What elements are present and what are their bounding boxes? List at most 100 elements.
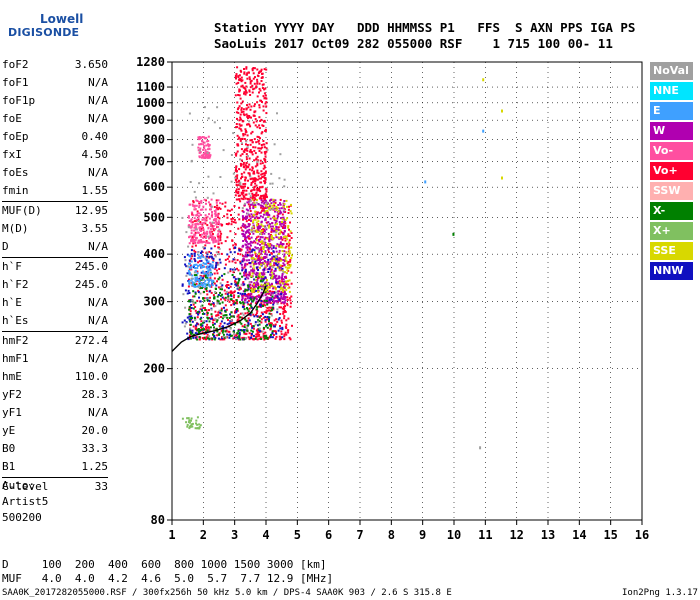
echo-point bbox=[253, 105, 256, 108]
echo-point bbox=[249, 178, 252, 181]
echo-point bbox=[205, 337, 208, 340]
echo-point bbox=[235, 168, 237, 171]
echo-point bbox=[279, 153, 282, 156]
echo-point bbox=[245, 161, 248, 164]
echo-point bbox=[224, 263, 227, 266]
echo-point bbox=[194, 319, 197, 321]
echo-point bbox=[251, 226, 254, 229]
echo-point bbox=[238, 168, 241, 171]
echo-point bbox=[245, 259, 248, 262]
echo-point bbox=[182, 293, 185, 296]
echo-point bbox=[198, 332, 200, 335]
echo-point bbox=[270, 292, 273, 295]
echo-point bbox=[275, 260, 278, 263]
echo-point bbox=[189, 181, 192, 183]
echo-point bbox=[254, 118, 257, 121]
echo-point bbox=[248, 233, 251, 235]
echo-point bbox=[263, 143, 266, 146]
echo-point bbox=[276, 207, 279, 209]
echo-point bbox=[235, 154, 238, 157]
echo-point bbox=[252, 290, 255, 293]
echo-point bbox=[220, 242, 223, 245]
echo-point bbox=[282, 305, 285, 308]
echo-point bbox=[238, 74, 241, 77]
echo-point bbox=[264, 261, 267, 264]
param-value: 1.55 bbox=[81, 184, 109, 197]
echo-point bbox=[251, 180, 254, 183]
echo-point bbox=[283, 185, 286, 188]
echo-point bbox=[246, 273, 249, 276]
echo-point bbox=[237, 81, 240, 84]
echo-point bbox=[273, 215, 276, 218]
echo-point bbox=[196, 332, 199, 335]
echo-point bbox=[213, 221, 216, 224]
echo-point bbox=[242, 230, 245, 233]
echo-point bbox=[256, 164, 259, 167]
echo-point bbox=[259, 241, 262, 243]
echo-point bbox=[240, 70, 243, 73]
echo-point bbox=[250, 302, 252, 305]
echo-point bbox=[274, 201, 277, 204]
echo-point bbox=[278, 177, 281, 180]
echo-point bbox=[275, 263, 278, 266]
echo-point bbox=[199, 151, 202, 153]
echo-point bbox=[231, 260, 234, 263]
echo-point bbox=[185, 274, 188, 277]
echo-point bbox=[281, 274, 284, 277]
echo-point bbox=[275, 256, 278, 259]
echo-point bbox=[206, 273, 209, 276]
y-tick-label: 1280 bbox=[136, 55, 165, 69]
echo-point bbox=[249, 108, 252, 111]
echo-point bbox=[247, 285, 250, 288]
echo-point bbox=[242, 113, 245, 116]
echo-point bbox=[232, 337, 235, 340]
echo-point bbox=[192, 303, 195, 306]
echo-point bbox=[249, 195, 252, 198]
echo-point bbox=[191, 284, 194, 287]
param-name: foEp bbox=[2, 130, 29, 143]
echo-point bbox=[213, 206, 216, 208]
echo-point bbox=[239, 316, 242, 319]
echo-point bbox=[247, 336, 250, 339]
echo-point bbox=[262, 275, 265, 278]
echo-point bbox=[240, 186, 243, 189]
echo-point bbox=[245, 153, 248, 156]
echo-point bbox=[265, 256, 268, 259]
echo-point bbox=[259, 236, 262, 239]
echo-point bbox=[284, 283, 287, 285]
echo-point bbox=[260, 144, 263, 146]
echo-point bbox=[222, 333, 225, 336]
echo-point bbox=[213, 121, 216, 124]
echo-point bbox=[284, 256, 287, 259]
echo-point bbox=[263, 182, 266, 185]
echo-point bbox=[237, 194, 240, 197]
echo-point bbox=[251, 215, 254, 218]
echo-point bbox=[276, 266, 279, 269]
echo-point bbox=[232, 315, 235, 318]
echo-point bbox=[237, 227, 240, 230]
echo-point bbox=[255, 329, 258, 332]
echo-point bbox=[188, 235, 191, 238]
echo-point bbox=[208, 267, 211, 270]
echo-point bbox=[217, 212, 220, 215]
echo-point bbox=[260, 223, 263, 226]
echo-point bbox=[274, 276, 277, 279]
echo-point bbox=[257, 235, 260, 238]
echo-point bbox=[257, 75, 260, 78]
echo-point bbox=[272, 246, 275, 249]
echo-point bbox=[249, 139, 252, 142]
echo-point bbox=[283, 263, 286, 266]
echo-point bbox=[246, 104, 248, 107]
echo-point bbox=[226, 293, 229, 296]
echo-point bbox=[245, 107, 248, 110]
echo-point bbox=[242, 191, 245, 194]
echo-point bbox=[244, 168, 247, 171]
echo-point bbox=[191, 329, 194, 332]
echo-point bbox=[269, 261, 272, 264]
echo-point bbox=[190, 315, 193, 318]
echo-point bbox=[205, 240, 208, 242]
echo-point bbox=[205, 272, 208, 275]
echo-point bbox=[190, 160, 193, 163]
echo-point bbox=[263, 207, 266, 210]
echo-point bbox=[195, 228, 198, 231]
